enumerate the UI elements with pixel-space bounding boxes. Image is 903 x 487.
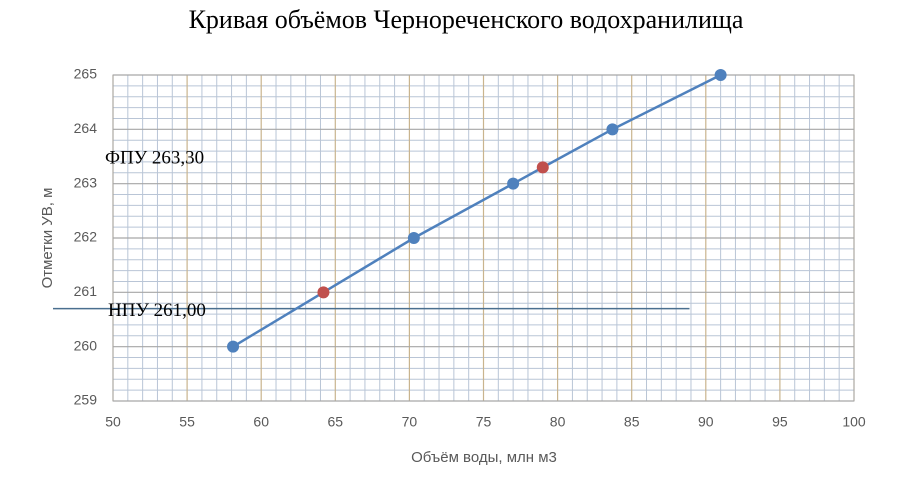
y-axis-label: Отметки УВ, м <box>39 188 56 289</box>
y-tick-label: 259 <box>74 392 98 408</box>
data-point <box>407 232 420 244</box>
y-tick-label: 264 <box>74 120 98 136</box>
y-tick-label: 265 <box>74 66 98 82</box>
y-tick-label: 263 <box>74 174 98 190</box>
x-axis-label: Объём воды, млн м3 <box>411 449 557 466</box>
data-point <box>507 177 520 190</box>
x-tick-label: 70 <box>402 414 418 430</box>
data-point <box>536 161 549 174</box>
y-tick-label: 260 <box>74 337 98 353</box>
x-tick-label: 55 <box>179 414 195 430</box>
x-tick-label: 75 <box>476 414 492 430</box>
x-tick-label: 50 <box>105 414 121 430</box>
data-point <box>317 286 330 299</box>
x-tick-label: 95 <box>772 414 788 430</box>
y-tick-label: 262 <box>74 229 98 245</box>
data-point <box>714 69 727 81</box>
y-tick-label: 261 <box>74 283 98 299</box>
x-tick-label: 90 <box>698 414 714 430</box>
plot-border <box>112 74 855 402</box>
data-point <box>606 123 619 136</box>
x-tick-label: 85 <box>624 414 640 430</box>
annotation-label: ФПУ 263,30 <box>105 148 204 169</box>
x-tick-label: 80 <box>550 414 566 430</box>
annotation-label: НПУ 261,00 <box>108 300 206 321</box>
x-tick-label: 60 <box>253 414 269 430</box>
x-tick-label: 100 <box>842 414 866 430</box>
chart-title: Кривая объёмов Чернореченского водохрани… <box>189 5 744 34</box>
data-point <box>227 340 240 353</box>
x-tick-label: 65 <box>328 414 344 430</box>
